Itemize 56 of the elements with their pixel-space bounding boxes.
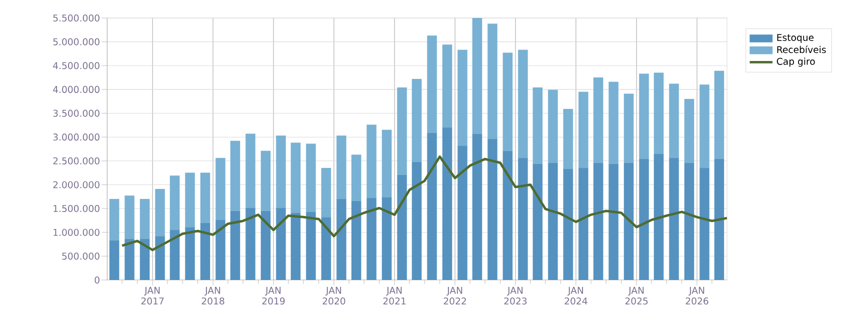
bar — [306, 144, 316, 212]
x-tick-label: JAN 2018 — [202, 286, 224, 305]
y-tick-label: 500.000 — [62, 252, 100, 260]
x-tick-label: JAN 2026 — [686, 286, 708, 305]
bar — [321, 168, 332, 218]
x-tick-label: JAN 2025 — [625, 286, 648, 305]
bar — [230, 140, 240, 211]
y-tick-label: 3.500.000 — [53, 110, 100, 117]
bar — [684, 98, 694, 163]
legend-label: Recebíveis — [777, 46, 826, 54]
bar — [669, 84, 679, 158]
bar — [700, 84, 710, 168]
line-series — [120, 155, 727, 252]
y-tick-label: 3.000.000 — [53, 134, 100, 141]
bar — [427, 36, 437, 133]
bar — [518, 50, 528, 158]
x-tick-label: JAN 2021 — [383, 286, 406, 305]
bar — [336, 136, 346, 200]
x-tick-label: JAN 2022 — [444, 286, 466, 305]
y-tick-label: 2.000.000 — [53, 181, 100, 188]
y-tick-label: 0 — [94, 276, 100, 284]
x-tick-label: JAN 2024 — [564, 286, 588, 305]
legend-label: Cap giro — [776, 58, 815, 67]
bar — [382, 130, 392, 198]
bar — [185, 172, 195, 228]
bar — [593, 77, 604, 163]
bar — [155, 188, 165, 236]
bar — [502, 52, 513, 151]
bar — [216, 158, 226, 220]
y-tick-label: 2.500.000 — [53, 157, 100, 164]
x-tick-label: JAN 2017 — [141, 286, 164, 305]
y-tick-label: 4.500.000 — [53, 62, 100, 70]
bar — [290, 142, 301, 213]
bar — [351, 154, 362, 201]
bar — [397, 87, 407, 175]
bar — [578, 92, 588, 168]
bar — [246, 134, 256, 208]
bar — [488, 24, 498, 140]
x-tick-label: JAN 2020 — [322, 286, 346, 305]
bar — [563, 108, 574, 170]
x-tick-label: JAN 2023 — [504, 286, 527, 305]
bar — [532, 87, 543, 164]
y-tick-label: 5.500.000 — [53, 14, 100, 22]
bar — [608, 82, 618, 164]
y-tick-label: 5.000.000 — [53, 38, 100, 46]
bar — [276, 136, 286, 208]
y-tick-label: 1.000.000 — [54, 228, 100, 236]
bar — [458, 50, 468, 146]
bar — [260, 150, 271, 211]
bar — [639, 74, 649, 160]
bar — [548, 90, 558, 163]
legend-label: Estoque — [777, 34, 814, 43]
x-tick-label: JAN 2019 — [262, 286, 285, 305]
y-tick-label: 1.500.000 — [54, 205, 100, 212]
bar — [366, 124, 376, 198]
y-tick-label: 4.000.000 — [53, 86, 100, 93]
